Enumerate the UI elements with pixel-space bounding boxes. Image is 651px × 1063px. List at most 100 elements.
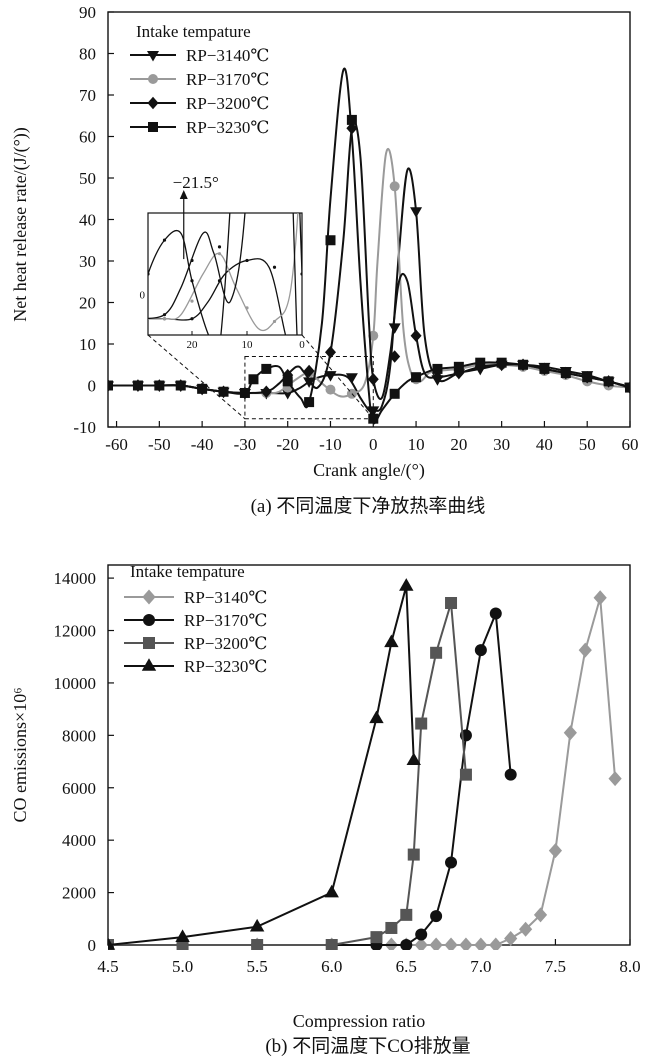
data-point xyxy=(325,939,338,950)
legend-marker xyxy=(143,614,155,626)
inset-point xyxy=(300,272,302,276)
x-tick-label: 6.5 xyxy=(396,957,417,976)
legend-marker xyxy=(147,96,159,110)
data-point xyxy=(384,634,399,648)
x-tick-label: 4.5 xyxy=(97,957,118,976)
x-tick-label: 60 xyxy=(622,435,639,454)
x-tick-label: 8.0 xyxy=(619,957,640,976)
x-tick-label: 20 xyxy=(450,435,467,454)
data-point xyxy=(368,413,379,424)
y-tick-label: 4000 xyxy=(62,831,96,850)
inset-point xyxy=(190,258,194,263)
co-emissions-chart: 0 2000 4000 6000 8000 10000 12000 14000 4.5 5.0 5.… xyxy=(10,562,641,1031)
data-point xyxy=(603,376,614,387)
data-point xyxy=(324,371,337,382)
data-point xyxy=(400,908,413,921)
data-point xyxy=(406,752,421,766)
inset-point xyxy=(190,317,194,321)
inset-series-line-2 xyxy=(148,213,299,332)
data-point xyxy=(325,235,336,246)
y-tick-label: 12000 xyxy=(54,622,97,641)
x-tick-label: -30 xyxy=(234,435,257,454)
y-tick-label: 60 xyxy=(79,128,96,147)
data-point xyxy=(453,361,464,372)
data-point xyxy=(261,363,272,374)
data-point xyxy=(370,931,383,944)
data-point xyxy=(489,937,503,950)
inset-connector xyxy=(147,334,246,420)
data-point xyxy=(175,929,190,942)
data-point xyxy=(260,385,272,398)
x-tick-label: -50 xyxy=(148,435,171,454)
inset-point xyxy=(245,184,248,187)
inset-connector xyxy=(301,334,374,420)
y-tick-label: 6000 xyxy=(62,779,96,798)
y-tick-label: 2000 xyxy=(62,884,96,903)
inset-series-line-4 xyxy=(148,213,298,335)
data-point xyxy=(367,373,379,386)
legend-marker xyxy=(143,637,155,649)
data-point xyxy=(445,856,458,869)
data-point xyxy=(625,382,630,393)
data-point xyxy=(593,590,607,606)
data-point xyxy=(475,357,486,368)
x-tick-label: 0 xyxy=(369,435,378,454)
series-group xyxy=(108,67,630,425)
y-tick-label: -10 xyxy=(73,418,96,437)
annotation-arrowhead xyxy=(179,190,188,199)
legend-label: RP−3140℃ xyxy=(184,588,267,607)
legend-label: RP−3200℃ xyxy=(184,634,267,653)
inset-point xyxy=(190,299,194,303)
inset-point xyxy=(162,317,167,321)
data-point xyxy=(563,725,577,741)
data-point xyxy=(369,710,384,724)
data-point xyxy=(582,372,593,383)
y-tick-label: 0 xyxy=(88,936,97,955)
inset-point xyxy=(148,272,150,276)
caption-a: (a) 不同温度下净放热率曲线 xyxy=(251,495,486,517)
inset-point xyxy=(245,258,249,263)
data-point xyxy=(239,387,250,398)
data-point xyxy=(108,937,116,950)
data-point xyxy=(248,374,259,385)
data-point xyxy=(474,644,487,657)
data-point xyxy=(132,380,143,391)
legend-marker xyxy=(142,589,156,605)
data-point xyxy=(281,388,294,400)
data-point xyxy=(251,939,264,950)
data-point xyxy=(489,607,502,620)
data-point xyxy=(444,937,458,950)
data-point xyxy=(548,843,563,859)
inset-point xyxy=(190,279,194,283)
data-point xyxy=(303,377,316,388)
data-point xyxy=(459,937,473,950)
inset-series-group xyxy=(148,184,302,335)
annotation-label: −21.5° xyxy=(173,173,219,192)
inset-series-line-3 xyxy=(148,213,302,320)
data-point xyxy=(608,771,622,787)
y-axis-label: Net heat release rate/(J/(°)) xyxy=(10,127,31,322)
x-tick-label: -40 xyxy=(191,435,214,454)
inset-x-tick-label: 0 xyxy=(299,339,305,351)
data-point xyxy=(324,346,336,359)
data-point xyxy=(410,329,422,342)
data-point xyxy=(175,380,186,391)
data-point xyxy=(504,768,517,781)
heat-release-chart: -10 0 10 20 30 40 50 60 70 80 90 -60 -50 -40 -30 -20 -10… xyxy=(10,3,639,481)
data-point xyxy=(430,646,443,659)
data-point xyxy=(518,359,529,370)
data-point xyxy=(560,368,571,379)
data-point xyxy=(415,717,428,730)
data-point xyxy=(533,907,548,923)
data-point xyxy=(539,363,550,374)
y-tick-label: 20 xyxy=(79,294,96,313)
data-point xyxy=(578,642,592,658)
legend-label: RP−3230℃ xyxy=(186,118,269,137)
data-point xyxy=(345,373,358,384)
data-point xyxy=(414,937,428,950)
data-point xyxy=(429,937,443,950)
y-tick-label: 70 xyxy=(79,86,96,105)
y-tick-label: 8000 xyxy=(62,726,96,745)
data-point xyxy=(431,370,443,384)
